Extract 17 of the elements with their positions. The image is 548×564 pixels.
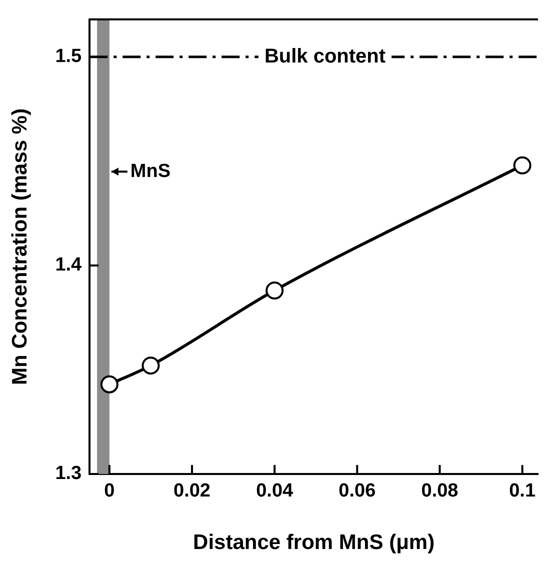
x-tick-label: 0.08 <box>421 480 458 502</box>
point <box>266 281 284 300</box>
y-tick-label: 1.3 <box>55 463 82 484</box>
point <box>100 375 118 394</box>
point <box>513 156 532 174</box>
x-tick-label: 0.1 <box>509 480 536 502</box>
band-label: MnS <box>130 160 171 182</box>
ref-line-label: Bulk content <box>264 45 386 68</box>
point <box>142 356 160 375</box>
y-tick-label: 1.5 <box>55 46 82 68</box>
y-tick-label: 1.4 <box>55 254 82 276</box>
x-tick-label: 0.02 <box>174 480 210 502</box>
x-tick-label: 0.04 <box>256 480 294 502</box>
x-tick-label: 0.06 <box>338 480 376 502</box>
y-axis-title: Mn Concentration (mass %) <box>8 108 32 385</box>
x-axis-title: Distance from MnS (μm) <box>193 531 435 554</box>
x-tick-label: 0 <box>104 480 115 502</box>
